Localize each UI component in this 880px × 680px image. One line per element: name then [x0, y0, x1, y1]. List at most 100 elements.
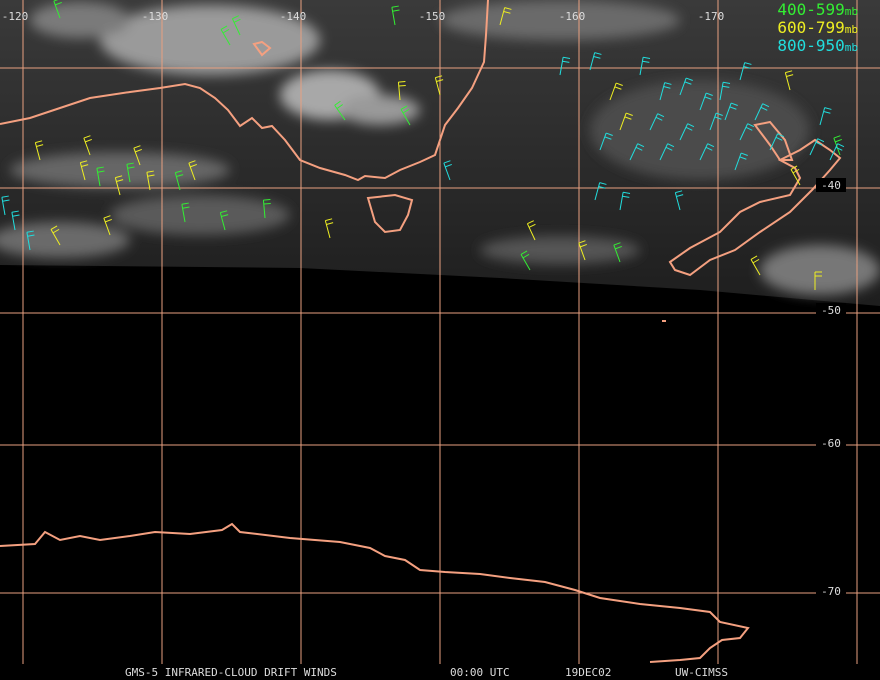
wind-barb-staff — [434, 77, 441, 96]
wind-barb-feather — [127, 166, 135, 169]
wind-barb-feather — [220, 210, 228, 214]
wind-barb-feather — [675, 190, 683, 194]
wind-barb-staff — [739, 62, 746, 81]
wind-barb-feather — [562, 60, 570, 63]
wind-barb-feather — [11, 210, 19, 213]
wind-barb-feather — [232, 15, 239, 20]
wind-barb-staff — [659, 82, 666, 101]
wind-barb-staff — [659, 143, 669, 161]
longitude-label: -120 — [2, 10, 29, 23]
wind-barb-feather — [85, 138, 92, 143]
wind-barb-feather — [613, 242, 621, 246]
wind-barb-feather — [36, 144, 44, 147]
wind-barb-feather — [527, 220, 534, 225]
wind-barb-feather — [785, 70, 793, 74]
wind-barb-feather — [563, 56, 571, 59]
wind-barb-staff — [613, 244, 621, 263]
wind-barb-feather — [715, 112, 723, 116]
wind-barb-feather — [747, 123, 755, 128]
wind-barb-staff — [739, 123, 749, 141]
wind-barb-feather — [714, 116, 722, 120]
wind-barb-feather — [835, 146, 843, 151]
wind-barb-feather — [752, 258, 760, 264]
wind-barb-feather — [398, 84, 406, 87]
wind-barb-staff — [724, 102, 732, 121]
wind-barb-feather — [115, 175, 123, 179]
wind-barb-feather — [685, 77, 693, 81]
wind-barb-feather — [637, 143, 645, 148]
wind-barb-staff — [96, 168, 101, 187]
wind-barb-feather — [27, 234, 35, 237]
latitude-label: -50 — [821, 304, 841, 317]
latitude-label: -40 — [821, 179, 841, 192]
wind-barb-feather — [146, 170, 154, 173]
wind-barb-feather — [12, 214, 20, 217]
legend-unit: mb — [845, 23, 858, 36]
wind-barb-feather — [53, 0, 59, 2]
wind-barb-staff — [53, 0, 61, 19]
wind-barb-staff — [829, 143, 839, 161]
wind-barb-feather — [685, 126, 693, 131]
wind-barb-feather — [326, 222, 334, 225]
wind-barb-staff — [11, 212, 16, 231]
wind-barb-feather — [116, 179, 124, 182]
wind-barb-staff — [833, 137, 841, 156]
wind-barb-feather — [175, 170, 183, 174]
wind-barb-feather — [221, 214, 229, 217]
coastline-tasmania — [366, 193, 414, 234]
wind-barb-staff — [324, 220, 331, 239]
wind-barb-staff — [1, 197, 6, 216]
wind-barb-feather — [615, 82, 623, 86]
wind-barb-staff — [443, 162, 451, 181]
wind-barb-feather — [336, 104, 343, 109]
wind-barb-feather — [817, 138, 825, 143]
wind-barb-feather — [835, 138, 842, 143]
wind-barb-feather — [762, 103, 770, 108]
wind-barb-feather — [743, 65, 751, 69]
wind-barb-staff — [50, 229, 61, 246]
wind-barb-staff — [769, 133, 779, 151]
wind-barb-staff — [334, 104, 346, 121]
wind-barb-feather — [133, 145, 141, 149]
wind-barb-feather — [220, 25, 228, 30]
clouds — [0, 0, 880, 295]
wind-barb-feather — [676, 194, 684, 197]
wind-barb-staff — [26, 232, 31, 251]
wind-barb-feather — [181, 202, 189, 205]
footer-product: GMS-5 INFRARED-CLOUD DRIFT WINDS — [125, 666, 337, 679]
coastlines — [0, 0, 842, 663]
wind-barb-feather — [790, 165, 798, 170]
wind-barb-staff — [133, 147, 141, 166]
wind-barb-feather — [445, 163, 452, 168]
wind-barb-feather — [436, 79, 444, 82]
wind-barb-feather — [325, 218, 333, 222]
wind-barb-feather — [786, 74, 794, 77]
wind-barb-feather — [740, 152, 748, 156]
wind-barb-staff — [397, 82, 401, 101]
wind-barb-feather — [83, 135, 91, 139]
wind-barb-feather — [594, 52, 602, 55]
wind-barb-feather — [760, 106, 768, 111]
wind-barb-staff — [103, 217, 111, 236]
wind-barb-feather — [642, 60, 650, 63]
wind-barb-feather — [750, 255, 758, 260]
wind-barb-feather — [1, 195, 9, 198]
wind-barb-staff — [609, 82, 617, 101]
wind-barb-feather — [126, 162, 134, 165]
wind-barb-feather — [665, 146, 673, 151]
wind-barb-staff — [734, 152, 742, 171]
wind-barb-feather — [50, 225, 58, 230]
wind-barb-staff — [578, 242, 586, 261]
footer-date: 19DEC02 — [565, 666, 611, 679]
wind-barb-staff — [83, 137, 91, 156]
wind-barb-feather — [655, 116, 663, 121]
wind-barb-feather — [402, 108, 410, 114]
wind-barb-staff — [619, 112, 627, 131]
wind-barb-feather — [188, 160, 196, 164]
wind-barb-staff — [594, 182, 601, 201]
wind-barb-feather — [222, 28, 230, 34]
wind-barb-feather — [503, 10, 511, 14]
legend-unit: mb — [845, 5, 858, 18]
